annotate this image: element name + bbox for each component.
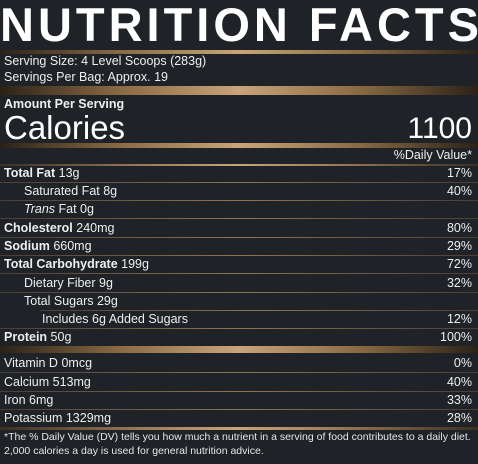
nutrient-dv: 100% xyxy=(440,330,472,344)
nutrient-name: Total Fat xyxy=(4,166,56,180)
servings-per-bag: Servings Per Bag: Approx. 19 xyxy=(4,70,168,84)
vitamin-name: Potassium xyxy=(4,411,63,425)
nutrient-name: Trans xyxy=(24,202,56,216)
calories-value: 1100 xyxy=(407,112,472,145)
divider-footnote xyxy=(0,427,478,430)
serving-size: Serving Size: 4 Level Scoops (283g) xyxy=(4,54,207,68)
nutrient-row-total-fat: Total Fat 13g xyxy=(4,165,80,181)
vitamin-row-iron: Iron 6mg xyxy=(4,392,53,408)
row-divider xyxy=(0,328,478,329)
vitamin-name: Vitamin D xyxy=(4,356,58,370)
row-divider xyxy=(0,391,478,392)
nutrient-row-total-sugars: Total Sugars 29g xyxy=(24,293,118,309)
vitamin-dv: 0% xyxy=(453,356,472,370)
row-divider xyxy=(0,182,478,183)
row-divider xyxy=(0,237,478,238)
nutrient-name: Total Sugars xyxy=(24,294,94,308)
nutrient-name: Cholesterol xyxy=(4,221,73,235)
vitamin-name: Iron xyxy=(4,393,26,407)
nutrient-row-cholesterol: Cholesterol 240mg xyxy=(4,220,114,236)
divider-top xyxy=(0,50,478,54)
nutrient-dv: 80% xyxy=(446,221,472,235)
nutrient-row-total-carbohydrate: Total Carbohydrate 199g xyxy=(4,256,149,272)
row-divider xyxy=(0,200,478,201)
vitamin-row-vitamin-d: Vitamin D 0mcg xyxy=(4,355,92,371)
nutrient-dv: 40% xyxy=(446,184,472,198)
footnote: *The % Daily Value (DV) tells you how mu… xyxy=(4,431,471,457)
nutrient-name: Protein xyxy=(4,330,48,344)
nutrient-amount: 13g xyxy=(58,166,80,180)
vitamin-row-potassium: Potassium 1329mg xyxy=(4,410,111,426)
nutrient-row-trans-fat: Trans Fat 0g xyxy=(24,201,94,217)
row-divider xyxy=(0,372,478,373)
divider-thick-vitamins xyxy=(0,346,478,353)
nutrient-row-saturated-fat: Saturated Fat 8g xyxy=(24,183,117,199)
nutrient-amount: 660mg xyxy=(53,239,92,253)
vitamin-amount: 0mcg xyxy=(61,356,93,370)
row-divider xyxy=(0,218,478,219)
vitamin-amount: 513mg xyxy=(52,375,91,389)
divider-thick xyxy=(0,86,478,95)
row-divider xyxy=(0,255,478,256)
vitamin-name: Calcium xyxy=(4,375,50,389)
nutrient-name: Saturated Fat xyxy=(24,184,100,198)
nutrient-row-sodium: Sodium 660mg xyxy=(4,238,92,254)
row-divider xyxy=(0,292,478,293)
nutrient-row-added-sugars: Includes 6g Added Sugars xyxy=(42,311,188,327)
divider-dv xyxy=(0,164,478,166)
nutrient-dv: 72% xyxy=(446,257,472,271)
nutrient-amount: 29g xyxy=(96,294,118,308)
nutrient-amount: 199g xyxy=(121,257,149,271)
vitamin-dv: 33% xyxy=(446,393,472,407)
daily-value-header: %Daily Value* xyxy=(393,148,472,162)
divider-calories xyxy=(0,143,478,148)
nutrient-dv: 29% xyxy=(446,239,472,253)
nutrient-amount: Fat 0g xyxy=(58,202,94,216)
row-divider xyxy=(0,273,478,274)
nutrient-dv: 32% xyxy=(446,276,472,290)
page-title: NUTRITION FACTS xyxy=(0,0,478,51)
nutrient-name: Total Carbohydrate xyxy=(4,257,118,271)
nutrient-amount: 9g xyxy=(99,276,113,290)
vitamin-amount: 6mg xyxy=(29,393,54,407)
vitamin-amount: 1329mg xyxy=(65,411,112,425)
calories-label: Calories xyxy=(4,109,126,146)
vitamin-dv: 28% xyxy=(446,411,472,425)
nutrient-name: Sodium xyxy=(4,239,50,253)
nutrient-amount: 240mg xyxy=(76,221,115,235)
nutrient-name: Includes 6g Added Sugars xyxy=(42,312,188,326)
nutrient-name: Dietary Fiber xyxy=(24,276,96,290)
nutrient-amount: 50g xyxy=(50,330,72,344)
nutrient-dv: 17% xyxy=(446,166,472,180)
vitamin-dv: 40% xyxy=(446,375,472,389)
row-divider xyxy=(40,310,478,311)
vitamin-row-calcium: Calcium 513mg xyxy=(4,374,91,390)
nutrient-dv: 12% xyxy=(446,312,472,326)
nutrient-amount: 8g xyxy=(103,184,118,198)
nutrient-row-protein: Protein 50g xyxy=(4,329,71,345)
amount-per-serving-label: Amount Per Serving xyxy=(4,97,125,111)
row-divider xyxy=(0,409,478,410)
nutrient-row-dietary-fiber: Dietary Fiber 9g xyxy=(24,275,113,291)
